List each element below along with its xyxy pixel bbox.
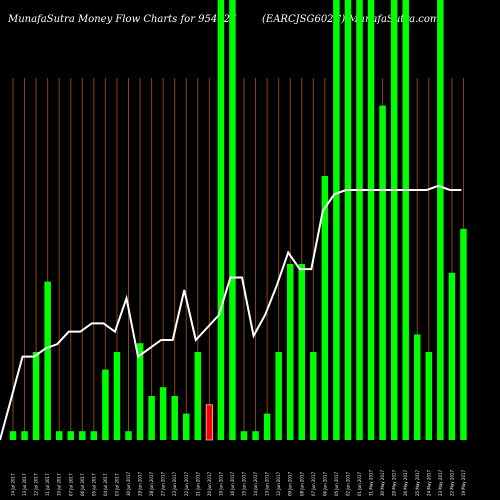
chart-title-left: MunafaSutra Money Flow Charts for 954527 — [8, 14, 237, 25]
bar — [460, 228, 467, 440]
bar — [32, 352, 40, 440]
bar — [102, 369, 109, 440]
x-tick-label: 19 May 2017 — [461, 469, 466, 496]
x-tick-label: 01 Jun 2017 — [357, 471, 362, 496]
bar — [321, 176, 329, 440]
x-tick-label: 04 Jul 2017 — [103, 473, 108, 496]
x-tick-label: 24 May 2017 — [426, 469, 431, 496]
x-tick-label: 31 May 2017 — [369, 469, 374, 496]
bar — [55, 431, 63, 440]
x-tick-label: 06 Jun 2017 — [322, 471, 327, 496]
x-tick-label: 22 Jun 2017 — [184, 471, 189, 496]
bars — [9, 0, 467, 441]
bar — [79, 431, 86, 440]
bar — [159, 387, 167, 440]
x-tick-label: 19 Jun 2017 — [218, 471, 223, 496]
x-tick-label: 09 Jun 2017 — [288, 471, 293, 496]
x-axis-labels: 14 Jul 2017 13 Jul 2017 12 Jul 2017 11 Jul … — [11, 469, 466, 496]
x-tick-label: 15 Jun 2017 — [242, 471, 247, 496]
x-tick-label: 11 Jul 2017 — [45, 473, 50, 496]
x-tick-label: 07 Jul 2017 — [68, 473, 73, 496]
x-tick-label: 26 May 2017 — [403, 469, 408, 496]
x-tick-label: 29 Jun 2017 — [138, 471, 143, 496]
bar — [252, 431, 259, 440]
x-tick-label: 30 Jun 2017 — [126, 471, 131, 496]
x-tick-label: 07 Jun 2017 — [311, 471, 316, 496]
x-tick-label: 12 Jul 2017 — [34, 473, 39, 496]
x-tick-label: 23 May 2017 — [438, 469, 443, 496]
bar — [240, 431, 248, 440]
bar — [286, 264, 294, 440]
bar — [402, 0, 409, 440]
bar — [333, 0, 340, 440]
bar — [379, 105, 386, 440]
x-tick-label: 20 Jun 2017 — [207, 471, 212, 496]
x-tick-label: 21 Jun 2017 — [195, 471, 200, 496]
bar — [356, 0, 363, 440]
bar — [367, 0, 375, 440]
x-tick-label: 08 Jun 2017 — [299, 471, 304, 496]
x-tick-label: 29 May 2017 — [392, 469, 397, 496]
x-tick-label: 05 Jul 2017 — [91, 473, 96, 496]
x-tick-label: 27 Jun 2017 — [161, 471, 166, 496]
bar — [298, 264, 305, 440]
bar — [113, 352, 121, 440]
line-series — [0, 184, 462, 441]
x-tick-label: 06 Jul 2017 — [80, 473, 85, 496]
bar — [90, 431, 98, 440]
bar — [263, 413, 271, 440]
bar — [148, 396, 155, 440]
bar — [171, 396, 178, 440]
bar — [67, 431, 74, 440]
bar — [448, 272, 456, 440]
x-tick-label: 22 May 2017 — [449, 469, 454, 496]
bar — [194, 352, 202, 440]
x-tick-label: 13 Jul 2017 — [22, 473, 27, 496]
x-tick-label: 12 Jun 2017 — [276, 471, 281, 496]
bar — [344, 0, 352, 440]
x-tick-label: 28 Jun 2017 — [149, 471, 154, 496]
x-tick-label: 16 Jun 2017 — [230, 471, 235, 496]
bar — [136, 343, 144, 440]
x-tick-label: 14 Jun 2017 — [253, 471, 258, 496]
bar — [205, 404, 213, 441]
x-tick-label: 30 May 2017 — [380, 469, 385, 496]
x-tick-label: 05 Jun 2017 — [334, 471, 339, 496]
x-tick-label: 23 Jun 2017 — [172, 471, 177, 496]
bar — [437, 0, 444, 440]
x-tick-label: 10 Jul 2017 — [57, 473, 62, 496]
bar — [183, 413, 190, 440]
bar — [229, 0, 236, 440]
x-tick-label: 14 Jul 2017 — [11, 473, 16, 496]
bar — [310, 352, 317, 440]
bar — [9, 431, 17, 440]
bar — [217, 0, 225, 440]
x-tick-label: 02 Jun 2017 — [345, 471, 350, 496]
bar — [390, 0, 398, 440]
bar — [21, 431, 28, 440]
bar — [414, 334, 421, 440]
x-tick-label: 25 May 2017 — [415, 469, 420, 496]
x-tick-label: 13 Jun 2017 — [265, 471, 270, 496]
bar — [125, 431, 132, 440]
money-flow-line — [0, 184, 462, 441]
bar — [275, 352, 282, 440]
bar — [425, 352, 433, 440]
x-tick-label: 03 Jul 2017 — [114, 473, 119, 496]
bar — [44, 281, 51, 440]
